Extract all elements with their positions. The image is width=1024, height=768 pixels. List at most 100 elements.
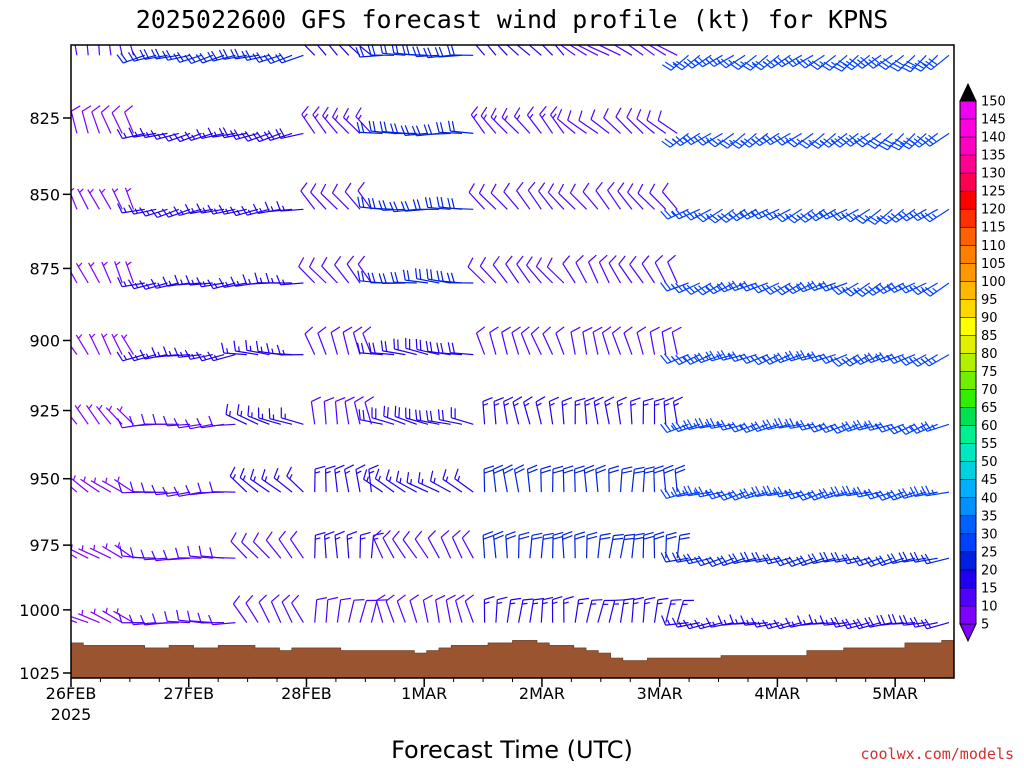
wind-barb [597, 599, 615, 623]
wind-barb [796, 349, 825, 361]
wind-barb [832, 54, 859, 72]
chart-title: 2025022600 GFS forecast wind profile (kt… [136, 5, 889, 34]
wind-barb [865, 208, 893, 225]
wind-barb [920, 618, 950, 630]
wind-barb [631, 532, 645, 559]
wind-barb [184, 419, 213, 430]
wind-barb [716, 490, 746, 501]
wind-barb [922, 54, 950, 71]
wind-barb [660, 280, 689, 292]
wind-barb [921, 485, 950, 497]
wind-barb [111, 105, 123, 134]
wind-barb [631, 466, 645, 493]
wind-barb [90, 477, 112, 493]
wind-barb [506, 45, 520, 56]
wind-barb [310, 183, 327, 210]
wind-barb [796, 419, 825, 431]
wind-barb [501, 326, 512, 355]
wind-barb [114, 542, 134, 559]
wind-barb [552, 531, 564, 559]
wind-barb [483, 465, 495, 493]
wind-barb [128, 204, 157, 215]
wind-barb [665, 531, 677, 559]
colorbar-swatch [960, 479, 976, 499]
wind-barb [111, 333, 123, 355]
colorbar-swatch [960, 497, 976, 517]
colorbar-label: 80 [981, 347, 998, 362]
colorbar-label: 90 [981, 311, 998, 326]
wind-barb [518, 531, 530, 559]
wind-barb [218, 127, 247, 139]
wind-barb [196, 203, 225, 214]
wind-barb [261, 469, 282, 493]
wind-barb [797, 132, 825, 149]
wind-barb [415, 409, 440, 425]
wind-barb [501, 107, 520, 134]
wind-barb [611, 326, 622, 355]
x-tick-label: 3MAR [637, 684, 683, 703]
wind-barb [78, 545, 100, 559]
wind-barb [440, 529, 452, 559]
wind-barb [344, 182, 361, 210]
wind-barb [162, 50, 191, 61]
x-tick-label: 4MAR [754, 684, 800, 703]
wind-barb [113, 608, 134, 624]
wind-barb [74, 404, 89, 425]
wind-barb [357, 181, 372, 210]
wind-barb [661, 326, 672, 355]
wind-barb [232, 595, 248, 623]
colorbar-label: 115 [981, 221, 1006, 236]
wind-barb [249, 468, 270, 493]
wind-barb [86, 404, 100, 425]
wind-barb [830, 551, 859, 563]
wind-barb [542, 326, 554, 355]
colorbar-label: 95 [981, 293, 998, 308]
wind-barb [378, 200, 406, 211]
wind-barb [162, 415, 191, 427]
wind-barb [90, 608, 112, 624]
y-tick-label: 875 [29, 259, 60, 278]
wind-barb [425, 410, 451, 425]
wind-barb [338, 45, 350, 56]
wind-barb [175, 547, 202, 559]
wind-barb [706, 132, 735, 148]
wind-barb [577, 45, 599, 56]
wind-barb [483, 595, 495, 623]
wind-barb [74, 45, 78, 56]
wind-barb [671, 421, 700, 433]
wind-barb [263, 130, 293, 141]
wind-barb [71, 187, 78, 210]
wind-barb [694, 619, 723, 630]
wind-barb [604, 396, 615, 425]
wind-barb [773, 619, 802, 630]
wind-barb [694, 417, 723, 429]
wind-barb [435, 122, 463, 134]
wind-barb [911, 54, 939, 72]
colorbar-swatch [960, 335, 976, 354]
wind-barb [526, 106, 542, 134]
wind-barb [574, 465, 585, 493]
colorbar-swatch [960, 191, 976, 210]
wind-barb [98, 45, 101, 56]
wind-barb [390, 271, 417, 284]
wind-barb [268, 408, 293, 425]
wind-barb [334, 464, 345, 493]
wind-barb [334, 530, 345, 559]
wind-barb [77, 188, 89, 210]
wind-barb [667, 254, 678, 284]
colorbar-swatch [960, 569, 976, 589]
wind-barb [562, 255, 576, 284]
wind-barb [464, 594, 475, 623]
wind-barb [627, 45, 644, 56]
wind-barb [660, 551, 689, 563]
colorbar-swatch [960, 605, 976, 625]
wind-barb [286, 466, 304, 493]
wind-barb [550, 106, 565, 134]
wind-barb [492, 530, 504, 559]
colorbar-label: 45 [981, 473, 998, 488]
wind-barb [637, 183, 655, 210]
wind-barb [889, 132, 916, 151]
wind-barb [128, 614, 157, 626]
wind-barb [694, 282, 723, 296]
wind-barb [653, 397, 665, 425]
